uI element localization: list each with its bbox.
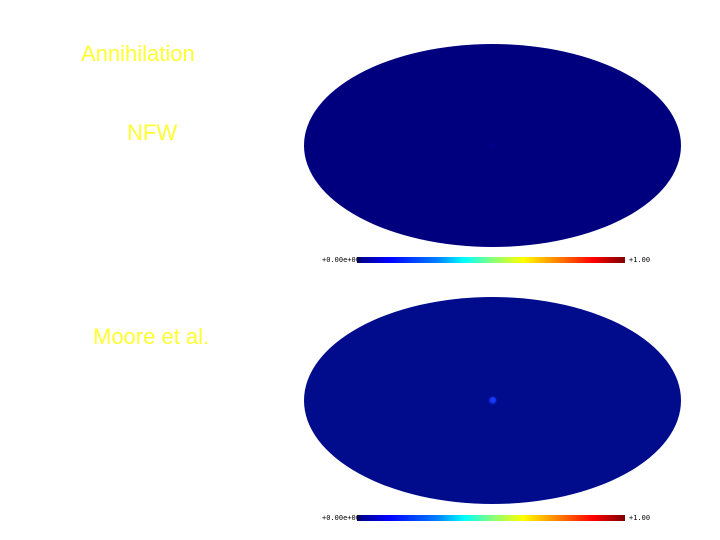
nfw-colorbar-min-label: +0.00e+00: [322, 256, 360, 264]
galactic-center-marker: [490, 144, 496, 150]
slide-title: Annihilation: [81, 41, 195, 66]
moore-colorbar-min-label: +0.00e+00: [322, 514, 360, 522]
moore-label: Moore et al.: [93, 324, 210, 349]
nfw-label: NFW: [127, 120, 178, 145]
moore-colorbar: [357, 515, 625, 521]
nfw-colorbar: [357, 257, 625, 263]
moore-skymap: [304, 297, 681, 504]
nfw-colorbar-max-label: +1.00: [629, 256, 651, 264]
galactic-center-marker: [490, 397, 496, 403]
moore-colorbar-max-label: +1.00: [629, 514, 651, 522]
nfw-skymap: [304, 44, 681, 247]
